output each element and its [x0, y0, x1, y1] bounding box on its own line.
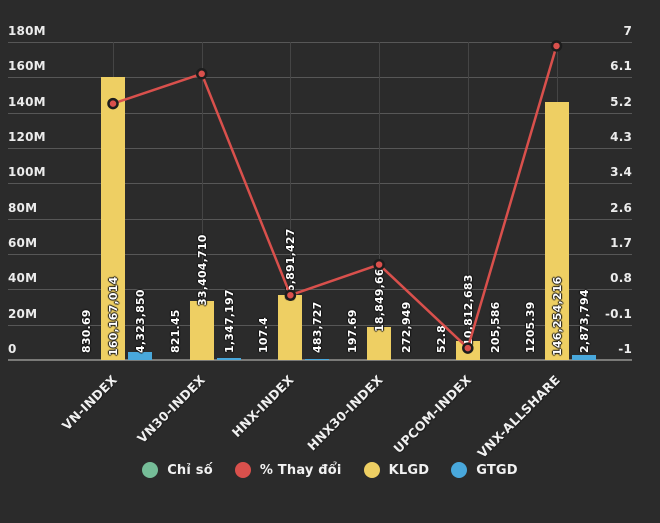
value-label-klgd-hnx30-index: 18,849,663 [373, 260, 387, 332]
value-label-chi-so-vn-index: 830.69 [80, 309, 93, 353]
right-axis-tick-1.7: 1.7 [610, 236, 632, 250]
x-axis-label-hnx30-index: HNX30-INDEX [304, 372, 386, 454]
value-label-chi-so-hnx-index: 107.4 [257, 317, 271, 353]
legend-swatch-klgd-icon [363, 462, 380, 478]
value-label-chi-so-vnx-allshare: 1205.39 [523, 301, 537, 353]
value-label-gtgd-upcom-index: 205,586 [488, 301, 502, 353]
percent-change-point-vnx-allshare[interactable] [550, 40, 563, 52]
x-axis-label-vn-index: VN-INDEX [58, 372, 120, 434]
x-axis-label-hnx-index: HNX-INDEX [229, 372, 298, 440]
value-label-gtgd-vn-index: 4,323,850 [134, 289, 147, 353]
value-label-klgd-vn-index: 160,167,014 [107, 276, 120, 356]
value-label-chi-so-vn30-index: 821.45 [168, 309, 182, 353]
percent-change-point-vn-index[interactable] [107, 97, 119, 110]
value-label-gtgd-vnx-allshare: 2,873,794 [577, 289, 591, 353]
right-axis-tick--1: -1 [618, 342, 632, 356]
value-label-gtgd-hnx-index: 483,727 [311, 301, 325, 353]
x-axis-label-upcom-index: UPCOM-INDEX [390, 372, 475, 456]
legend-label-thay-oi: % Thay đổi [259, 462, 342, 478]
left-axis-tick-0: 0 [8, 342, 17, 356]
left-axis-tick-160M: 160M [8, 59, 46, 74]
percent-change-point-upcom-index[interactable] [462, 342, 474, 354]
right-axis-tick-2.6: 2.6 [610, 200, 632, 215]
legend-item-thay-oi[interactable]: % Thay đổi [234, 462, 342, 478]
right-axis-tick-4.3: 4.3 [610, 130, 632, 144]
value-label-chi-so-upcom-index: 52.8 [434, 325, 448, 353]
bar-gtgd-hnx-index[interactable] [305, 359, 330, 360]
right-axis-tick-3.4: 3.4 [610, 165, 632, 180]
left-axis-tick-20M: 20M [8, 306, 38, 321]
legend-label-chi-so: Chỉ số [167, 462, 213, 478]
left-axis-tick-180M: 180M [8, 24, 46, 38]
right-axis-tick--0.1: -0.1 [604, 306, 632, 321]
left-axis-tick-100M: 100M [8, 165, 46, 180]
x-axis-label-vn30-index: VN30-INDEX [134, 372, 209, 446]
legend-swatch-chi-so-icon [142, 462, 159, 478]
value-label-klgd-upcom-index: 10,812,683 [461, 274, 475, 346]
value-label-gtgd-vn30-index: 1,347,197 [222, 289, 236, 353]
percent-change-point-vn30-index[interactable] [195, 68, 208, 80]
right-axis-tick-6.1: 6.1 [610, 59, 632, 74]
legend-label-klgd: KLGD [388, 462, 430, 478]
gridline-0 [8, 359, 632, 361]
value-label-klgd-hnx-index: 36,891,427 [284, 228, 298, 300]
chart-legend: Chỉ số % Thay đổi KLGD GTGD [0, 462, 660, 478]
value-label-klgd-vn30-index: 33,404,710 [195, 234, 209, 306]
percent-change-point-hnx-index[interactable] [284, 289, 297, 301]
x-axis-label-vnx-allshare: VNX-ALLSHARE [474, 372, 564, 461]
left-axis-tick-140M: 140M [8, 94, 46, 109]
left-axis-tick-80M: 80M [8, 200, 38, 215]
right-axis-tick-7: 7 [623, 24, 632, 38]
gridline-180M [8, 42, 632, 43]
bar-gtgd-vn30-index[interactable] [216, 358, 241, 360]
legend-swatch-thay-oi-icon [234, 462, 251, 478]
right-axis-tick-0.8: 0.8 [610, 271, 632, 286]
legend-swatch-gtgd-icon [451, 462, 468, 478]
legend-item-klgd[interactable]: KLGD [363, 462, 430, 478]
legend-item-gtgd[interactable]: GTGD [451, 462, 518, 478]
legend-label-gtgd: GTGD [476, 462, 518, 478]
bar-klgd-vn30-index[interactable] [189, 301, 214, 360]
left-axis-tick-60M: 60M [8, 236, 38, 250]
value-label-klgd-vnx-allshare: 146,254,216 [550, 276, 564, 356]
left-axis-tick-120M: 120M [8, 130, 46, 144]
value-label-chi-so-hnx30-index: 197.69 [346, 309, 360, 353]
value-label-gtgd-hnx30-index: 272,949 [400, 301, 414, 353]
bar-gtgd-vn-index[interactable] [128, 352, 152, 360]
bar-klgd-hnx-index[interactable] [278, 295, 303, 360]
bar-gtgd-vnx-allshare[interactable] [571, 355, 596, 360]
legend-item-chi-so[interactable]: Chỉ số [142, 462, 213, 478]
left-axis-tick-40M: 40M [8, 271, 38, 286]
percent-change-point-hnx30-index[interactable] [373, 258, 385, 271]
right-axis-tick-5.2: 5.2 [610, 94, 632, 109]
